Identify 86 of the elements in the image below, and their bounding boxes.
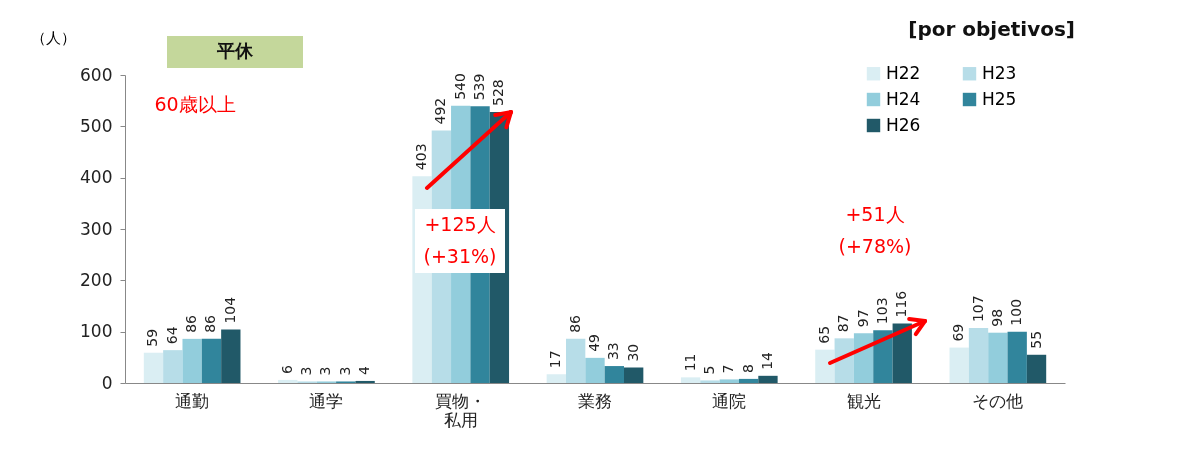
data-label: 100 <box>1008 298 1025 326</box>
bar <box>355 380 375 383</box>
y-tick-label: 200 <box>80 269 113 290</box>
data-label: 104 <box>221 296 238 324</box>
data-label: 30 <box>624 343 641 362</box>
data-label: 98 <box>988 308 1005 327</box>
data-label: 492 <box>432 97 449 125</box>
bar <box>278 379 298 383</box>
data-label: 97 <box>854 309 871 328</box>
x-tick-label: 買物・私用 <box>435 390 487 430</box>
data-label: 3 <box>298 366 315 376</box>
y-tick-label: 500 <box>80 115 113 136</box>
data-label: 59 <box>144 328 161 347</box>
bar <box>758 375 778 383</box>
bar <box>680 377 701 383</box>
data-label: 87 <box>835 314 852 333</box>
data-label: 55 <box>1027 330 1044 349</box>
data-label: 49 <box>586 334 602 352</box>
data-label: 6 <box>278 364 295 374</box>
annotation: +51人 (+78%) <box>838 203 912 257</box>
bar <box>815 349 835 383</box>
data-label: 11 <box>681 353 698 372</box>
data-label: 5 <box>700 365 717 375</box>
legend-label: H23 <box>982 62 1017 83</box>
bar <box>700 380 720 383</box>
bar <box>892 323 912 383</box>
y-tick-label: 600 <box>80 64 113 85</box>
data-label: 539 <box>471 73 488 101</box>
y-axis-title: （人） <box>30 28 76 47</box>
text: [por objetivos] <box>908 17 1075 41</box>
x-tick-label: その他 <box>972 390 1024 411</box>
data-label: 33 <box>605 342 622 361</box>
bar <box>163 350 183 383</box>
x-tick-label: 通勤 <box>175 390 210 411</box>
bar <box>143 352 164 383</box>
bar <box>853 333 874 383</box>
annotation: 60歳以上 <box>154 93 236 115</box>
data-label: 8 <box>739 363 756 373</box>
data-label: 17 <box>547 350 564 369</box>
y-tick-label: 0 <box>101 372 113 393</box>
bar <box>546 374 566 383</box>
legend-label: H24 <box>886 88 921 109</box>
y-tick-label: 100 <box>80 321 113 342</box>
bar <box>624 367 644 383</box>
data-label: 107 <box>969 295 986 323</box>
y-tick-label: 300 <box>80 218 113 239</box>
x-tick-label: 観光 <box>846 390 881 411</box>
data-label: 7 <box>720 364 737 374</box>
data-label: 86 <box>202 314 219 333</box>
bar <box>604 366 625 383</box>
bar <box>221 329 241 383</box>
data-label: 528 <box>490 79 507 106</box>
data-label: 3 <box>336 366 353 376</box>
bar <box>1026 354 1047 383</box>
bar <box>738 378 759 383</box>
data-label: 403 <box>413 143 430 171</box>
legend-label: H26 <box>886 114 921 135</box>
data-label: 4 <box>356 365 373 375</box>
data-label: 65 <box>815 325 832 344</box>
bar <box>988 332 1008 383</box>
data-label: 86 <box>183 314 200 333</box>
data-label: 14 <box>758 351 775 370</box>
bar <box>968 328 989 383</box>
data-label: 3 <box>317 366 334 376</box>
annotation: +125人 (+31%) <box>423 213 497 267</box>
x-tick-label: 業務 <box>578 390 612 411</box>
data-label: 103 <box>873 297 890 325</box>
data-label: 69 <box>950 323 967 342</box>
y-tick-label: 400 <box>80 167 113 188</box>
bar <box>719 379 739 383</box>
data-label: 116 <box>893 290 910 318</box>
x-tick-label: 通学 <box>309 390 344 411</box>
bar <box>1007 331 1027 383</box>
data-label: 64 <box>163 326 180 345</box>
bar <box>585 357 605 383</box>
bar <box>201 338 222 383</box>
legend-label: H22 <box>886 62 921 83</box>
bar <box>565 338 586 383</box>
bar <box>949 347 969 383</box>
data-label: 540 <box>451 73 468 100</box>
x-tick-label: 通院 <box>712 390 747 411</box>
bar <box>873 330 893 383</box>
bar <box>182 338 202 383</box>
text: 平休 <box>216 40 254 61</box>
data-label: 86 <box>566 314 583 333</box>
legend-label: H25 <box>982 88 1017 109</box>
